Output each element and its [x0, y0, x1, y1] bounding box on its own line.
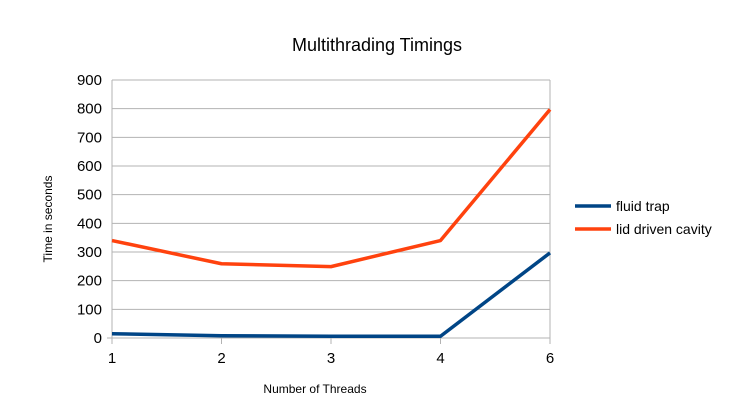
- series-line-1: [111, 108, 552, 269]
- x-tick-label: 2: [217, 350, 225, 367]
- y-tick-label: 200: [77, 273, 102, 290]
- legend: fluid trap lid driven cavity: [575, 198, 712, 237]
- y-tick-label: 0: [94, 330, 102, 347]
- y-tick-label: 500: [77, 187, 102, 204]
- y-tick-label: 400: [77, 215, 102, 232]
- chart-title: Multithrading Timings: [292, 35, 462, 55]
- y-tick-label: 300: [77, 244, 102, 261]
- y-axis-label: Time in seconds: [41, 176, 55, 263]
- y-tick-labels: 0 100 200 300 400 500 600 700 800 900: [77, 72, 102, 347]
- x-axis-label: Number of Threads: [263, 382, 366, 396]
- x-tick-labels: 1 2 3 4 6: [108, 338, 554, 367]
- y-tick-label: 800: [77, 101, 102, 118]
- x-tick-label: 6: [546, 350, 554, 367]
- legend-label: fluid trap: [616, 198, 670, 214]
- legend-label: lid driven cavity: [616, 221, 712, 237]
- grid: [112, 79, 550, 339]
- y-tick-label: 100: [77, 301, 102, 318]
- axes: [107, 80, 551, 339]
- y-tick-label: 700: [77, 129, 102, 146]
- series-lines: [111, 108, 552, 339]
- x-tick-label: 3: [327, 350, 335, 367]
- x-tick-label: 1: [108, 350, 116, 367]
- y-tick-label: 600: [77, 158, 102, 175]
- y-tick-label: 900: [77, 72, 102, 89]
- x-tick-label: 4: [436, 350, 444, 367]
